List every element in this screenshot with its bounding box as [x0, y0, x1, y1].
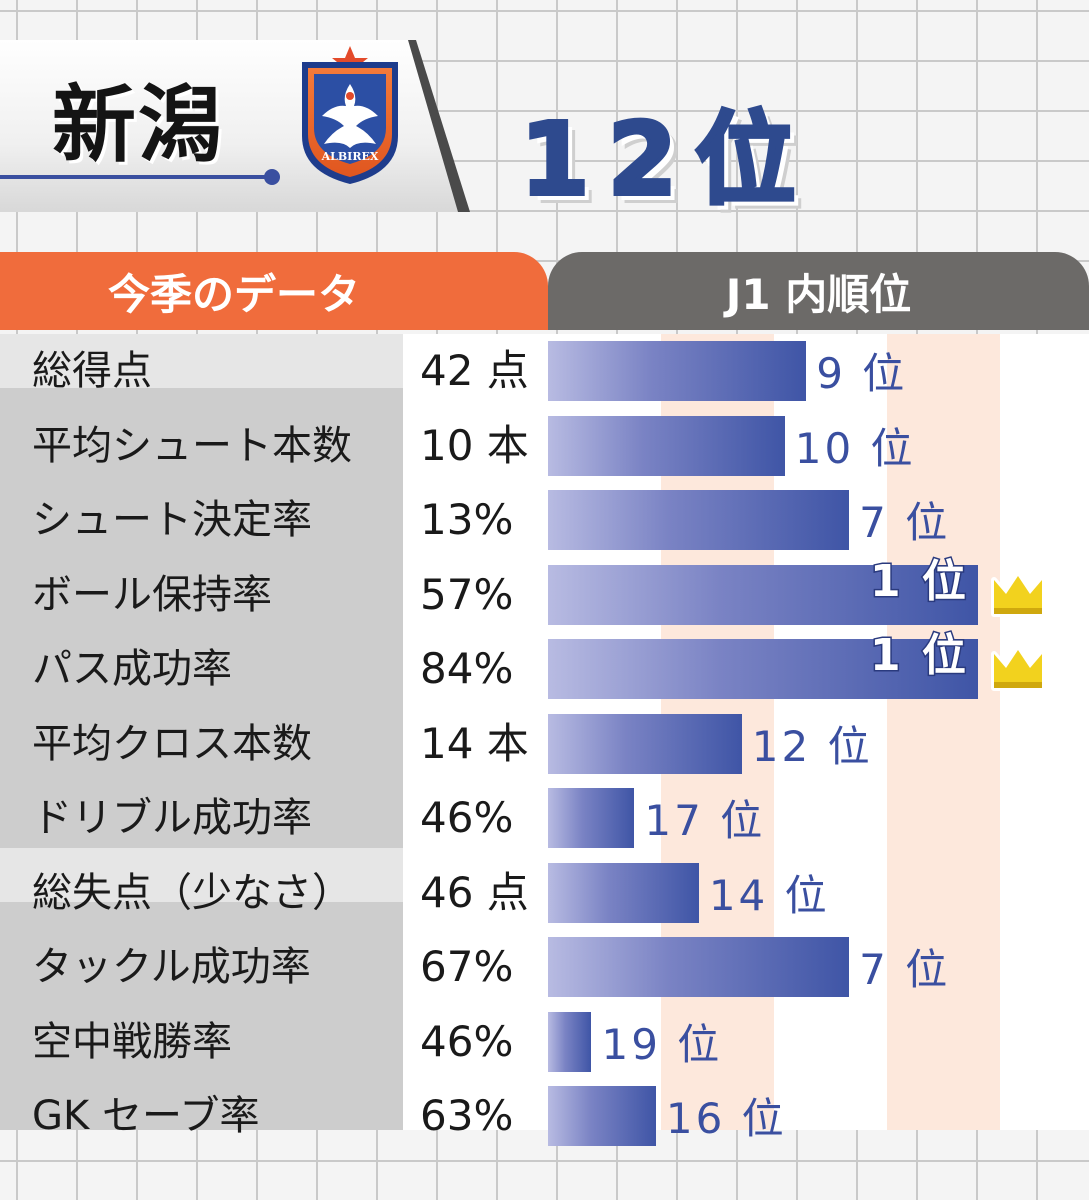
rank-label: 1 位 [869, 554, 969, 608]
table-row: 平均クロス本数 14 本 [0, 707, 548, 781]
rank-bar [548, 564, 978, 625]
rank-column-header: J1 内順位 [548, 252, 1089, 330]
stat-value: 46% [420, 793, 514, 842]
label-band-attack [0, 334, 403, 388]
crown-icon [991, 647, 1045, 691]
label-band-defense [0, 848, 403, 902]
rank-label: 19 位 [601, 1019, 723, 1069]
stat-label: パス成功率 [32, 646, 232, 692]
stat-value: 46 点 [420, 867, 529, 917]
rank-label: 16 位 [665, 1094, 787, 1143]
rank-bar [548, 639, 978, 699]
rank-label: 7 位 [859, 945, 951, 994]
table-row: 平均シュート本数 10 本 [0, 409, 548, 483]
table-row: GK セーブ率 63% [0, 1079, 548, 1153]
stat-value: 84% [420, 644, 514, 693]
table-row: ボール保持率 57% [0, 558, 548, 632]
rank-bar [548, 1086, 656, 1146]
rank-label: 1 位 [869, 629, 969, 683]
stat-value: 63% [420, 1091, 514, 1140]
rank-label: 9 位 [816, 349, 908, 398]
team-crest-logo: ALBIREX [302, 46, 398, 184]
season-rank: 12位 [518, 99, 814, 220]
rank-bar [548, 415, 785, 476]
title-underline [0, 175, 272, 179]
stat-value: 42 点 [420, 346, 529, 395]
table-row: 総失点（少なさ） 46 点 [0, 856, 548, 930]
stats-column-header: 今季のデータ [0, 252, 548, 330]
table-row: シュート決定率 13% [0, 483, 548, 557]
rank-label: 10 位 [794, 423, 916, 473]
stat-value: 46% [420, 1016, 514, 1066]
stat-value: 14 本 [420, 718, 529, 768]
stat-label: 平均クロス本数 [32, 720, 312, 767]
table-row: タックル成功率 67% [0, 930, 548, 1004]
rank-label: 14 位 [708, 870, 830, 920]
stat-label: タックル成功率 [32, 944, 311, 990]
team-name: 新潟 [52, 76, 225, 174]
rank-bar [548, 788, 635, 848]
stat-label: シュート決定率 [32, 497, 312, 543]
stat-label: ドリブル成功率 [32, 795, 312, 841]
crown-icon [991, 572, 1045, 617]
rank-bar [548, 937, 850, 997]
stat-label: 空中戦勝率 [32, 1018, 232, 1065]
stat-value: 10 本 [420, 420, 529, 470]
rank-bar [548, 713, 742, 774]
stat-value: 57% [420, 569, 514, 619]
rank-label: 7 位 [859, 498, 951, 547]
value-column [403, 334, 548, 1130]
stat-label: 総得点 [32, 348, 152, 394]
stat-value: 67% [420, 942, 514, 991]
rank-label: 12 位 [751, 721, 873, 771]
table-row: 空中戦勝率 46% [0, 1005, 548, 1079]
svg-text:ALBIREX: ALBIREX [321, 150, 379, 163]
table-row: 総得点 42 点 [0, 334, 548, 408]
stat-label: 総失点（少なさ） [32, 869, 352, 916]
rank-bar [548, 490, 850, 550]
rank-bar [548, 862, 699, 923]
stat-value: 13% [420, 495, 514, 544]
rank-label: 17 位 [644, 796, 766, 845]
rank-bar [548, 1011, 592, 1072]
table-row: パス成功率 84% [0, 632, 548, 706]
rank-bar [548, 341, 807, 401]
table-row: ドリブル成功率 46% [0, 781, 548, 855]
stat-label: ボール保持率 [32, 571, 272, 618]
stat-label: GK セーブ率 [32, 1093, 260, 1139]
label-column [0, 334, 403, 1130]
stat-label: 平均シュート本数 [32, 422, 352, 469]
title-underline-dot [264, 169, 280, 185]
